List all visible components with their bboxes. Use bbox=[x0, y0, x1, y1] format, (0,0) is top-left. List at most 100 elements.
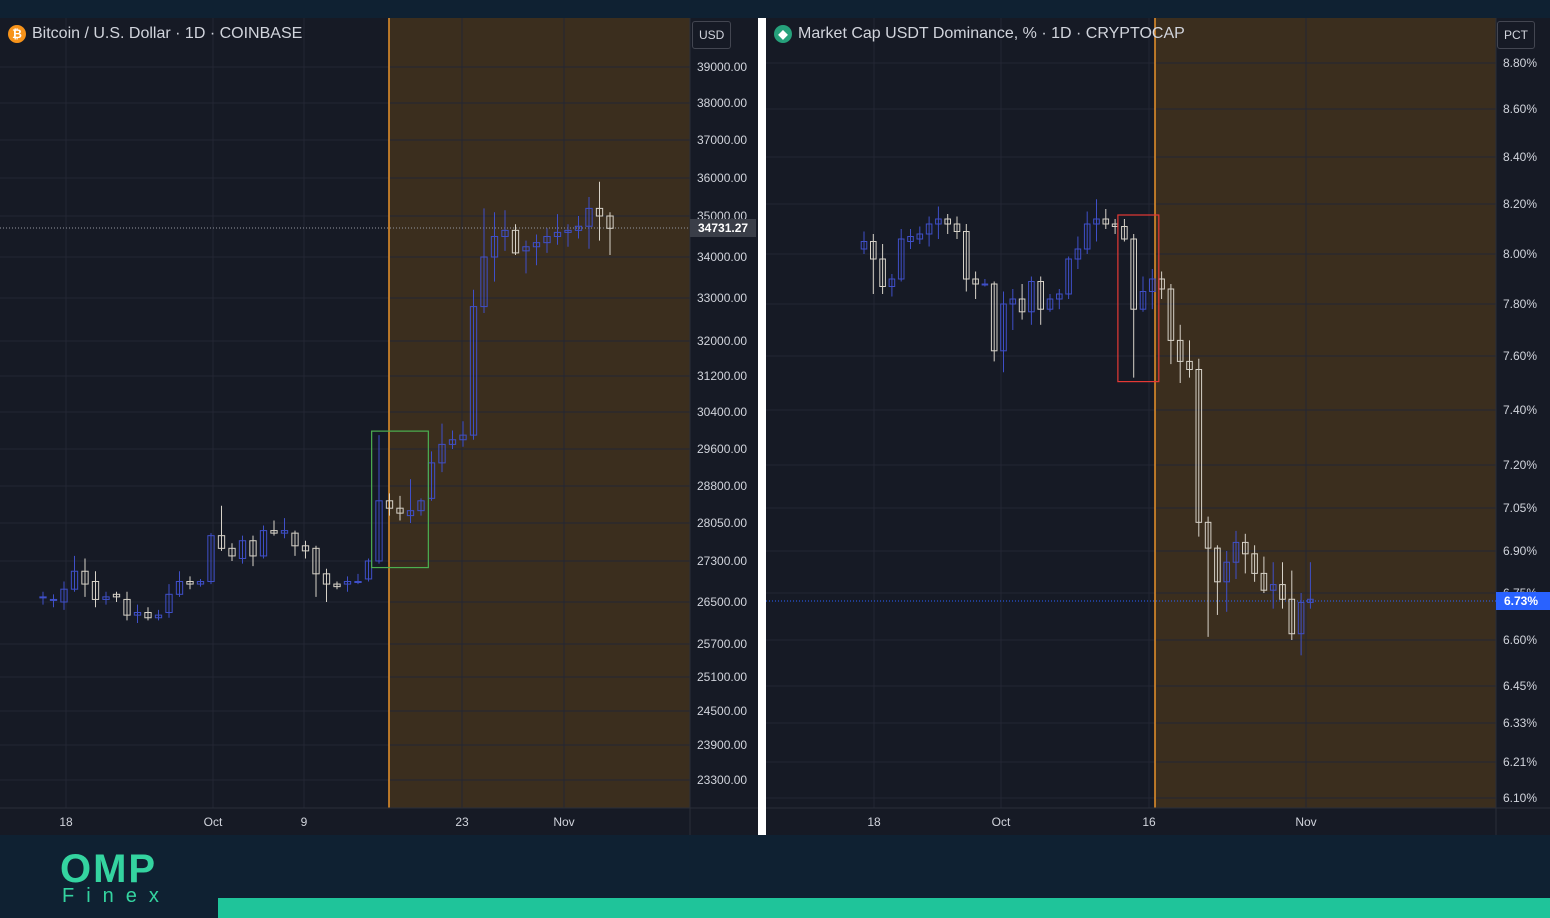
candle-body bbox=[322, 573, 331, 585]
y-tick-label: 8.80% bbox=[1503, 56, 1537, 70]
candle-body bbox=[953, 223, 961, 232]
y-tick-label: 6.33% bbox=[1503, 716, 1537, 730]
candle-body bbox=[511, 229, 520, 254]
candle-body bbox=[1288, 598, 1296, 635]
candle-body bbox=[1167, 288, 1175, 341]
candle-body bbox=[196, 581, 205, 585]
y-tick-label: 29600.00 bbox=[697, 442, 747, 456]
candle-body bbox=[1037, 281, 1044, 310]
btc-unit-selector[interactable]: USD bbox=[692, 21, 732, 49]
candle-body bbox=[532, 242, 541, 248]
future-zone bbox=[1155, 18, 1496, 808]
btc-chart-svg[interactable]: 39000.0038000.0037000.0036000.0035000.00… bbox=[0, 18, 758, 835]
candle-body bbox=[1149, 278, 1156, 292]
y-tick-label: 34000.00 bbox=[697, 250, 747, 264]
candle-body bbox=[916, 233, 924, 240]
x-tick-label: 18 bbox=[59, 815, 73, 829]
candle-body bbox=[312, 547, 320, 575]
candle-body bbox=[1307, 598, 1314, 603]
x-tick-label: 9 bbox=[301, 815, 308, 829]
last-price-label: 34731.27 bbox=[698, 221, 748, 235]
candle-body bbox=[375, 500, 383, 562]
usdt-chart-panel[interactable]: 8.80% 8.60% 8.40% 8.20% 8.00% 7.80% 7.60% 7.40%… bbox=[766, 18, 1550, 835]
y-tick-label: 8.60% bbox=[1503, 102, 1537, 116]
candle-body bbox=[1139, 291, 1147, 310]
candle-body bbox=[343, 581, 352, 585]
x-tick-label: 18 bbox=[867, 815, 881, 829]
candle-body bbox=[1046, 298, 1054, 310]
candle-body bbox=[333, 583, 341, 588]
candle-body bbox=[238, 540, 247, 559]
bitcoin-icon: ₿ bbox=[8, 25, 26, 43]
x-tick-label: Oct bbox=[204, 815, 223, 829]
candle-body bbox=[49, 598, 58, 601]
candle-body bbox=[981, 283, 989, 286]
y-tick-label: 31200.00 bbox=[697, 369, 747, 383]
candle-body bbox=[1102, 218, 1110, 225]
candle-body bbox=[1009, 298, 1017, 305]
y-tick-label: 23900.00 bbox=[697, 738, 747, 752]
candle-body bbox=[175, 581, 184, 595]
candle-body bbox=[396, 507, 404, 514]
usdt-chart-svg[interactable]: 8.80% 8.60% 8.40% 8.20% 8.00% 7.80% 7.60% 7.40%… bbox=[766, 18, 1550, 835]
y-tick-label: 7.40% bbox=[1503, 403, 1537, 417]
candle-body bbox=[1269, 584, 1277, 591]
candle-body bbox=[1195, 369, 1203, 523]
candle-body bbox=[406, 510, 415, 517]
candle-body bbox=[553, 231, 562, 237]
usdt-unit-selector[interactable]: PCT bbox=[1497, 21, 1535, 49]
candle-body bbox=[543, 236, 551, 244]
candle-body bbox=[490, 236, 499, 258]
x-tick-label: Nov bbox=[1295, 815, 1316, 829]
candle-body bbox=[1186, 360, 1193, 370]
btc-chart-panel[interactable]: 39000.00 38000.00 37000.00 36000.00 35000.00… bbox=[0, 18, 758, 835]
brand-accent-bar bbox=[218, 898, 1550, 918]
candle-body bbox=[606, 215, 614, 229]
y-tick-label: 8.40% bbox=[1503, 150, 1537, 164]
candle-body bbox=[133, 612, 142, 616]
candle-body bbox=[270, 530, 278, 534]
candle-body bbox=[91, 581, 100, 600]
candle-body bbox=[102, 596, 110, 600]
y-tick-label: 28050.00 bbox=[697, 516, 747, 530]
candle-body bbox=[574, 225, 583, 231]
y-tick-label: 6.10% bbox=[1503, 791, 1537, 805]
candle-body bbox=[144, 612, 152, 619]
y-tick-label: 32000.00 bbox=[697, 334, 747, 348]
candle-body bbox=[1083, 223, 1091, 250]
y-tick-label: 8.00% bbox=[1503, 247, 1537, 261]
candle-body bbox=[972, 278, 979, 285]
candle-body bbox=[165, 593, 173, 613]
candle-body bbox=[364, 560, 373, 580]
y-tick-label: 25700.00 bbox=[697, 637, 747, 651]
candle-body bbox=[1000, 303, 1007, 352]
y-tick-label: 7.20% bbox=[1503, 458, 1537, 472]
usdt-chart-title: ◆ Market Cap USDT Dominance, % · 1D · CR… bbox=[774, 25, 1185, 43]
candle-body bbox=[888, 278, 896, 287]
candle-body bbox=[1260, 572, 1268, 591]
candle-body bbox=[60, 588, 68, 603]
btc-title-text: Bitcoin / U.S. Dollar · 1D · COINBASE bbox=[32, 25, 303, 42]
candle-body bbox=[1121, 226, 1128, 240]
candle-body bbox=[249, 540, 257, 557]
highlight-box bbox=[371, 430, 429, 569]
candle-body bbox=[944, 218, 951, 225]
brand-logo-finex: Finex bbox=[62, 885, 171, 907]
y-tick-label: 26500.00 bbox=[697, 595, 747, 609]
panel-divider[interactable] bbox=[758, 18, 766, 835]
x-tick-label: Nov bbox=[553, 815, 574, 829]
y-tick-label: 6.90% bbox=[1503, 544, 1537, 558]
candle-body bbox=[1018, 298, 1026, 313]
candle-body bbox=[354, 581, 362, 583]
y-tick-label: 6.45% bbox=[1503, 679, 1537, 693]
candle-body bbox=[259, 530, 268, 557]
y-tick-label: 6.60% bbox=[1503, 633, 1537, 647]
y-tick-label: 33000.00 bbox=[697, 291, 747, 305]
candle-body bbox=[1223, 561, 1230, 583]
candle-body bbox=[459, 434, 467, 441]
candle-body bbox=[595, 207, 604, 217]
y-tick-label: 25100.00 bbox=[697, 670, 747, 684]
candle-body bbox=[1176, 339, 1184, 362]
candle-body bbox=[301, 545, 310, 552]
candle-body bbox=[217, 535, 226, 549]
